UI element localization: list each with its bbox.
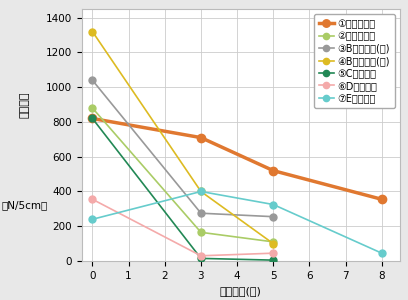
④B社シート(緑) [198, 190, 203, 193]
③B社シート(黒) [198, 212, 203, 215]
⑤C社シート [198, 256, 203, 260]
⑥D社シート [271, 251, 276, 255]
Line: ②Ａ社シート: ②Ａ社シート [89, 105, 277, 245]
⑦E社シート [198, 190, 203, 193]
Text: 引張強度: 引張強度 [19, 92, 29, 118]
⑦E社シート [90, 218, 95, 221]
③B社シート(黒) [271, 215, 276, 218]
Line: ①当社シート: ①当社シート [88, 114, 386, 203]
Line: ⑥D社シート: ⑥D社シート [89, 196, 277, 259]
⑥D社シート [90, 197, 95, 201]
①当社シート [198, 136, 203, 140]
③B社シート(黒) [90, 79, 95, 82]
⑦E社シート [379, 251, 384, 255]
Line: ④B社シート(緑): ④B社シート(緑) [89, 28, 277, 247]
⑤C社シート [271, 258, 276, 262]
Legend: ①当社シート, ②Ａ社シート, ③B社シート(黒), ④B社シート(緑), ⑤C社シート, ⑥D社シート, ⑦E社シート: ①当社シート, ②Ａ社シート, ③B社シート(黒), ④B社シート(緑), ⑤C… [314, 14, 395, 108]
Line: ⑤C社シート: ⑤C社シート [89, 115, 277, 264]
②Ａ社シート [198, 230, 203, 234]
X-axis label: 設置年数(年): 設置年数(年) [220, 286, 262, 296]
①当社シート [271, 169, 276, 172]
Line: ③B社シート(黒): ③B社シート(黒) [89, 77, 277, 220]
⑥D社シート [198, 254, 203, 258]
④B社シート(緑) [271, 242, 276, 245]
①当社シート [379, 197, 384, 201]
Line: ⑦E社シート: ⑦E社シート [89, 188, 385, 257]
②Ａ社シート [90, 106, 95, 110]
①当社シート [90, 117, 95, 120]
⑦E社シート [271, 203, 276, 206]
②Ａ社シート [271, 240, 276, 244]
④B社シート(緑) [90, 30, 95, 33]
⑤C社シート [90, 117, 95, 120]
Text: （N/5cm）: （N/5cm） [1, 201, 47, 211]
